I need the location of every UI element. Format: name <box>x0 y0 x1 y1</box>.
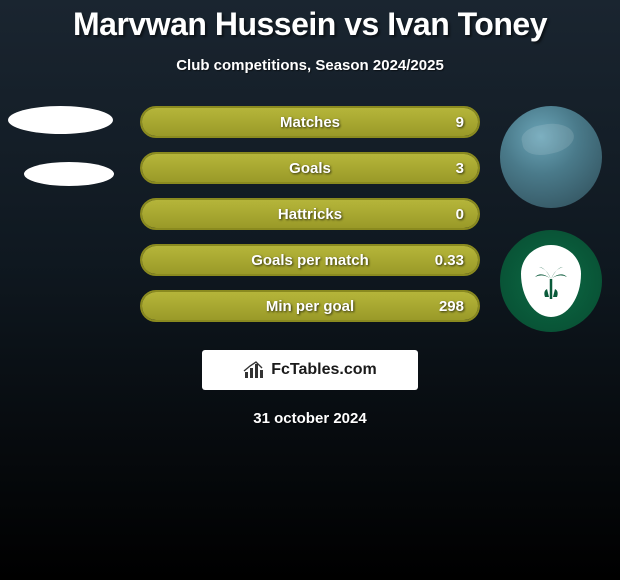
stat-value-right: 298 <box>439 292 464 320</box>
stat-row: Hattricks0 <box>140 198 480 230</box>
stat-row: Goals3 <box>140 152 480 184</box>
stat-value-right: 9 <box>456 108 464 136</box>
bar-chart-icon <box>243 361 267 379</box>
club-crest <box>521 245 581 317</box>
stats-area: Matches9Goals3Hattricks0Goals per match0… <box>0 106 620 336</box>
stat-row: Goals per match0.33 <box>140 244 480 276</box>
stat-label: Goals <box>142 154 478 182</box>
left-player-placeholder <box>8 106 114 186</box>
stat-value-right: 0 <box>456 200 464 228</box>
stat-label: Min per goal <box>142 292 478 320</box>
club-avatar-alahli <box>500 230 602 332</box>
palm-tree-icon <box>531 261 571 301</box>
stat-label: Goals per match <box>142 246 478 274</box>
brand-box: FcTables.com <box>202 350 418 390</box>
stat-label: Matches <box>142 108 478 136</box>
stat-value-right: 0.33 <box>435 246 464 274</box>
date-text: 31 october 2024 <box>0 410 620 427</box>
brand-text: FcTables.com <box>271 361 377 379</box>
player-avatar-placeholder-1 <box>8 106 113 134</box>
club-avatar-placeholder-1 <box>24 162 114 186</box>
stat-bars: Matches9Goals3Hattricks0Goals per match0… <box>140 106 480 336</box>
stat-value-right: 3 <box>456 154 464 182</box>
stat-label: Hattricks <box>142 200 478 228</box>
right-player-area <box>500 106 602 332</box>
main-content: Marvwan Hussein vs Ivan Toney Club compe… <box>0 0 620 580</box>
subtitle: Club competitions, Season 2024/2025 <box>0 57 620 74</box>
stat-row: Min per goal298 <box>140 290 480 322</box>
page-title: Marvwan Hussein vs Ivan Toney <box>0 6 620 43</box>
stat-row: Matches9 <box>140 106 480 138</box>
player-avatar-toney <box>500 106 602 208</box>
